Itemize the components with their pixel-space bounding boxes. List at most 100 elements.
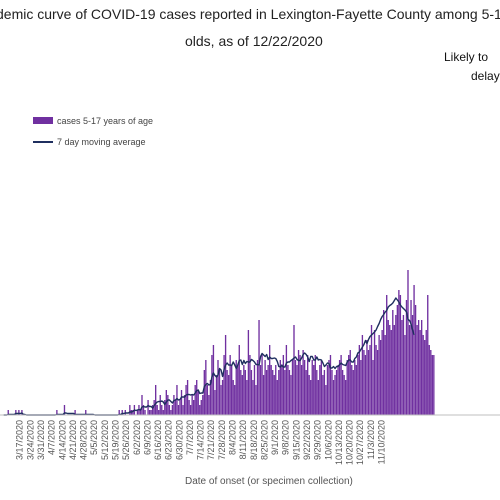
case-bar [320, 360, 323, 415]
case-bar [326, 365, 329, 415]
case-bar [74, 410, 76, 415]
case-bar [121, 410, 123, 415]
case-bar [392, 310, 394, 415]
case-bar [308, 375, 310, 415]
case-bar [253, 365, 256, 415]
case-bar [234, 385, 236, 415]
case-bar [158, 410, 160, 415]
case-bar [215, 375, 218, 415]
case-bar [237, 365, 239, 415]
x-tick-label: 4/21/2020 [68, 420, 78, 460]
case-bar [273, 375, 275, 415]
case-bar [256, 360, 259, 415]
case-bar [173, 395, 175, 415]
case-bar [186, 380, 189, 415]
case-bar [399, 295, 402, 415]
case-bar [85, 410, 87, 415]
case-bar [278, 370, 280, 415]
x-tick-label: 3/31/2020 [36, 420, 46, 460]
case-bar [144, 410, 146, 415]
case-bar [316, 370, 318, 415]
case-bar [232, 380, 234, 415]
case-bar [262, 375, 265, 415]
case-bar [155, 385, 157, 415]
x-tick-label: 4/28/2020 [79, 420, 89, 460]
case-bar [287, 365, 289, 415]
case-bar [217, 360, 219, 415]
case-bar [167, 395, 169, 415]
case-bar [417, 320, 420, 415]
case-bar [164, 400, 166, 415]
case-bar [408, 325, 411, 415]
case-bar [331, 370, 333, 415]
case-bar [223, 355, 225, 415]
x-tick-label: 8/18/2020 [249, 420, 259, 460]
case-bar [410, 300, 412, 415]
case-bar [129, 405, 131, 415]
case-bar [354, 360, 356, 415]
case-bar [364, 355, 367, 415]
case-bar [352, 370, 354, 415]
case-bar [197, 390, 199, 415]
case-bar [329, 355, 332, 415]
case-bar [411, 315, 414, 415]
case-bar [340, 355, 342, 415]
case-bar [430, 350, 432, 415]
x-tick-label: 4/7/2020 [47, 420, 57, 455]
case-bar [313, 365, 315, 415]
x-tick-label: 11/3/2020 [366, 420, 376, 459]
case-bar [373, 330, 376, 415]
case-bar [270, 365, 272, 415]
case-bar [398, 290, 400, 415]
case-bar [416, 325, 418, 415]
x-tick-label: 6/16/2020 [153, 420, 163, 460]
case-bar [284, 370, 286, 415]
case-bar [202, 395, 204, 415]
case-bar [224, 335, 227, 415]
x-tick-label: 6/9/2020 [142, 420, 152, 455]
legend: cases 5-17 years of age 7 day moving ave… [33, 116, 153, 147]
case-bar [297, 350, 300, 415]
case-bar [370, 325, 373, 415]
x-tick-label: 8/25/2020 [259, 420, 269, 460]
case-bar [276, 380, 278, 415]
case-bar [375, 345, 377, 415]
case-bar [180, 390, 183, 415]
case-bar [387, 320, 389, 415]
case-bar [299, 355, 301, 415]
case-bar [252, 380, 254, 415]
case-bar [296, 365, 298, 415]
case-bar [159, 395, 161, 415]
case-bar [171, 405, 174, 415]
delay-note-line-1: Likely to [444, 50, 488, 64]
case-bar [185, 385, 187, 415]
x-tick-label: 11/10/2020 [377, 420, 387, 464]
case-bar [319, 365, 321, 415]
x-tick-labels: 3/17/2020 3/24/2020 3/31/2020 4/7/2020 4/14/… [15, 420, 387, 465]
case-bar [255, 385, 257, 415]
case-bar [425, 330, 427, 415]
case-bar [142, 405, 145, 415]
x-tick-label: 4/14/2020 [57, 420, 67, 460]
case-bar [267, 365, 269, 415]
case-bar [265, 370, 268, 415]
case-bar [261, 355, 263, 415]
delay-note-line-2: delay [471, 69, 500, 83]
legend-line-label: 7 day moving average [57, 137, 146, 147]
case-bar [310, 380, 312, 415]
case-bar [168, 405, 171, 415]
case-bar [226, 370, 228, 415]
x-tick-label: 9/29/2020 [313, 420, 323, 460]
case-bar [246, 380, 248, 415]
case-bar [334, 375, 336, 415]
case-bar [218, 370, 221, 415]
case-bar [235, 360, 237, 415]
x-axis-title: Date of onset (or specimen collection) [185, 476, 353, 487]
case-bar [433, 355, 435, 415]
case-bar [390, 330, 392, 415]
case-bar [372, 360, 374, 415]
case-bar [378, 335, 380, 415]
x-tick-label: 7/14/2020 [196, 420, 206, 460]
case-bar [281, 365, 283, 415]
